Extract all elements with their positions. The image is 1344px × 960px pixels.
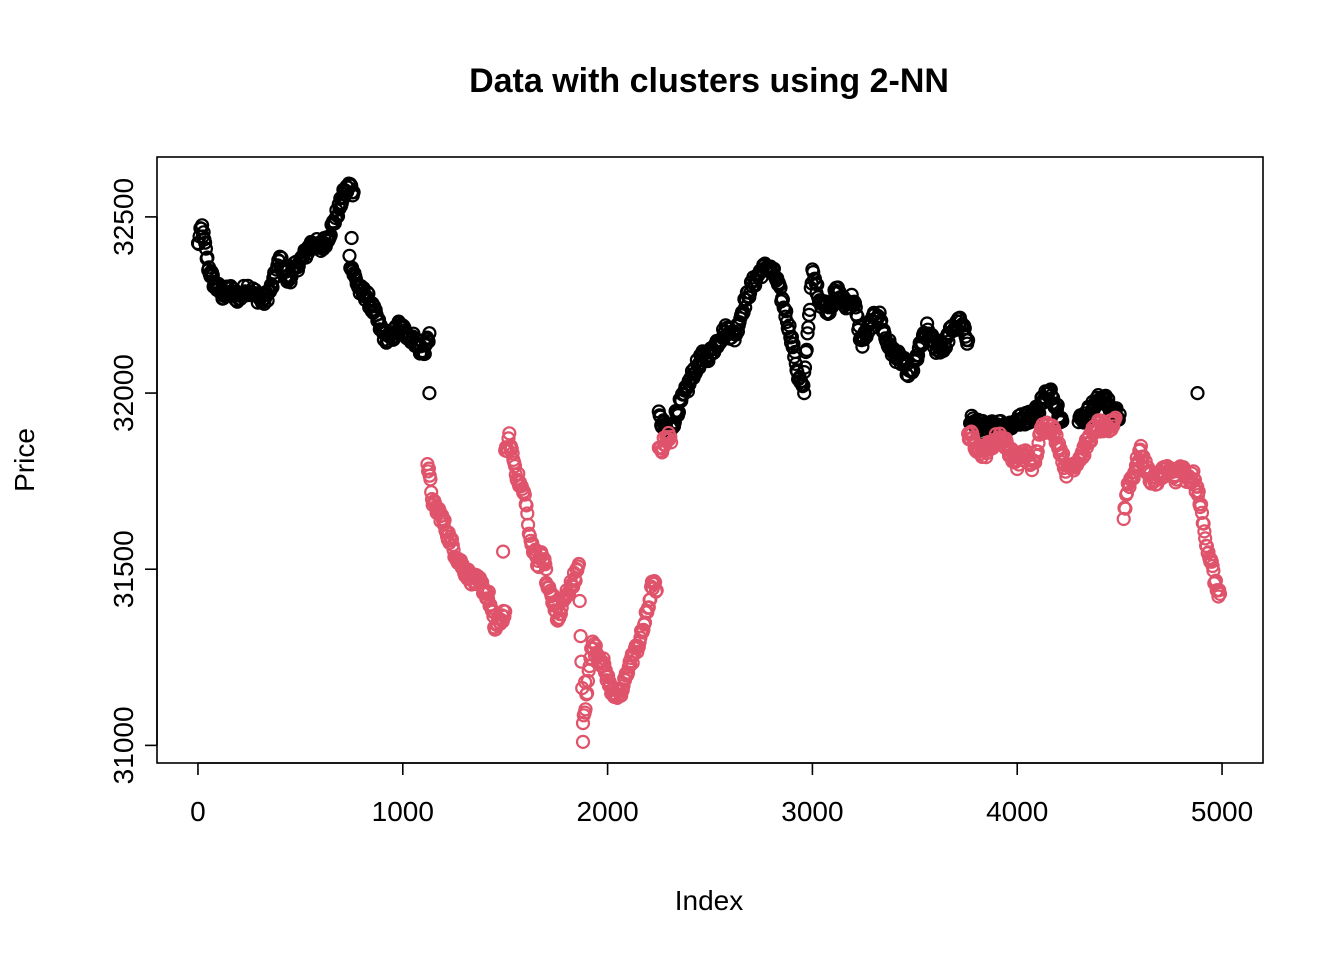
data-point xyxy=(801,307,817,322)
data-point xyxy=(497,609,512,624)
x-axis: 0 1000 2000 3000 4000 5000 xyxy=(190,762,1253,827)
data-point xyxy=(779,304,794,319)
x-tick-label: 4000 xyxy=(986,796,1048,827)
data-point xyxy=(196,225,211,240)
data-point xyxy=(621,659,636,675)
data-point xyxy=(647,575,663,590)
data-point xyxy=(1024,463,1040,478)
data-point xyxy=(507,458,523,474)
y-axis: 31000 31500 32000 32500 xyxy=(108,178,158,784)
x-tick-label: 1000 xyxy=(372,796,434,827)
data-point xyxy=(663,435,679,450)
data-point xyxy=(519,498,534,513)
data-point xyxy=(575,734,591,750)
x-tick-label: 5000 xyxy=(1191,796,1253,827)
data-point xyxy=(342,248,357,263)
data-point xyxy=(344,230,359,246)
data-point xyxy=(553,606,569,621)
data-point xyxy=(848,300,863,315)
data-point xyxy=(872,305,887,320)
data-point xyxy=(346,185,361,200)
data-point xyxy=(1201,545,1216,560)
y-axis-label: Price xyxy=(9,428,40,492)
data-point xyxy=(522,528,537,543)
data-point xyxy=(844,287,859,302)
data-point xyxy=(680,384,696,399)
y-tick-label: 31500 xyxy=(108,530,139,608)
data-point xyxy=(600,668,616,683)
data-point xyxy=(572,593,587,609)
data-point xyxy=(788,356,803,371)
data-point xyxy=(799,342,814,357)
data-point xyxy=(1197,524,1212,539)
data-point xyxy=(1108,410,1123,425)
data-point xyxy=(577,674,593,690)
data-point xyxy=(505,446,520,461)
data-point xyxy=(1196,516,1211,531)
data-point xyxy=(797,360,813,375)
x-tick-label: 2000 xyxy=(576,796,638,827)
x-axis-label: Index xyxy=(675,885,744,916)
data-point xyxy=(1081,436,1096,451)
data-point xyxy=(1031,436,1046,451)
data-point xyxy=(422,386,437,401)
data-point xyxy=(663,429,678,444)
data-point xyxy=(641,600,656,615)
data-point xyxy=(800,326,815,341)
x-tick-label: 0 xyxy=(190,796,206,827)
series-2 xyxy=(420,410,1228,750)
data-point xyxy=(1186,464,1201,479)
data-point xyxy=(578,702,593,717)
data-point xyxy=(538,557,553,572)
data-point xyxy=(344,178,359,193)
data-point xyxy=(627,647,642,662)
data-point xyxy=(1043,382,1058,397)
data-point xyxy=(1212,586,1228,602)
data-point xyxy=(575,715,591,731)
data-point xyxy=(1049,428,1064,443)
data-point xyxy=(1208,573,1224,588)
data-point xyxy=(636,622,651,637)
y-tick-label: 32500 xyxy=(108,178,139,256)
data-point xyxy=(1193,497,1209,512)
y-tick-label: 32000 xyxy=(108,354,139,432)
data-point xyxy=(1119,486,1135,501)
data-point xyxy=(422,326,437,341)
data-point xyxy=(571,556,587,572)
data-point xyxy=(198,241,213,256)
data-point xyxy=(730,324,746,339)
x-tick-label: 3000 xyxy=(781,796,843,827)
data-point xyxy=(856,332,872,347)
series-1 xyxy=(190,176,1205,443)
data-point xyxy=(1126,471,1141,486)
chart-title: Data with clusters using 2-NN xyxy=(469,62,949,100)
data-point xyxy=(649,583,664,598)
data-point xyxy=(787,349,802,365)
data-point xyxy=(1105,419,1121,434)
data-point xyxy=(1198,531,1213,546)
data-point xyxy=(1118,501,1133,516)
data-point xyxy=(960,333,976,348)
data-point xyxy=(537,551,552,567)
data-point xyxy=(538,562,554,577)
data-point xyxy=(573,628,588,644)
data-point xyxy=(796,378,811,393)
data-point xyxy=(797,386,812,401)
data-point xyxy=(198,235,213,250)
data-point xyxy=(1190,386,1205,401)
data-point xyxy=(496,544,511,559)
data-point xyxy=(498,604,513,619)
data-point xyxy=(850,309,865,324)
data-point xyxy=(727,333,742,348)
y-tick-label: 31000 xyxy=(108,706,139,784)
data-points xyxy=(190,176,1228,750)
data-point xyxy=(327,216,342,231)
data-point xyxy=(784,329,800,345)
data-point xyxy=(1030,444,1045,459)
data-point xyxy=(421,334,436,349)
